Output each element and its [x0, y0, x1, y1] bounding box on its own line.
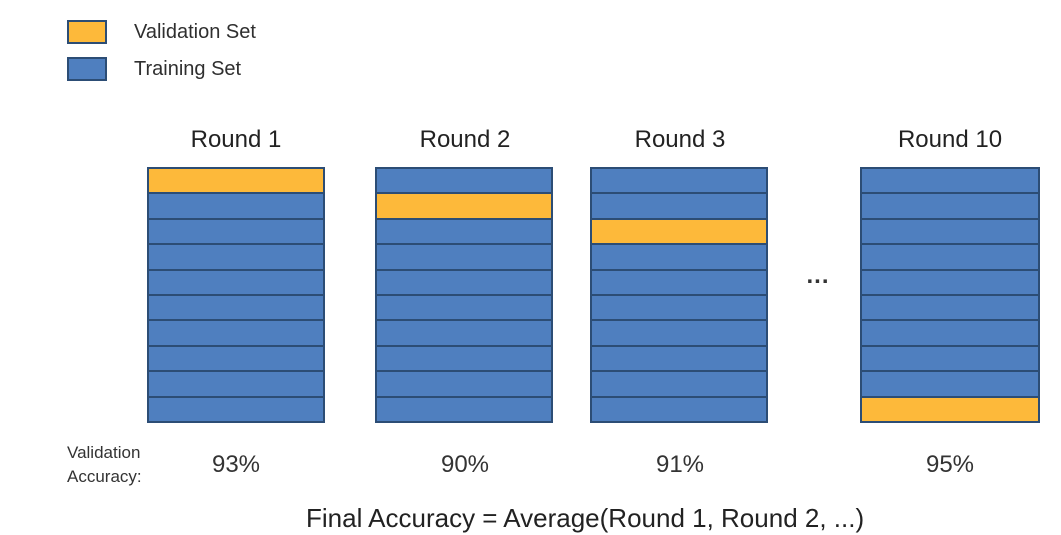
training-fold — [592, 296, 766, 320]
round-1-title: Round 1 — [190, 126, 282, 153]
training-fold — [862, 346, 1038, 371]
training-fold — [149, 219, 323, 244]
validation-swatch — [67, 20, 107, 44]
training-fold — [862, 194, 1038, 218]
training-fold — [377, 321, 551, 345]
legend-training: Training Set — [67, 57, 241, 81]
training-fold — [149, 194, 323, 218]
round-1-accuracy: 93% — [211, 451, 261, 478]
round-10-accuracy: 95% — [925, 451, 975, 478]
training-fold — [592, 346, 766, 371]
training-fold — [592, 169, 766, 193]
validation-fold — [377, 194, 551, 218]
training-fold — [862, 169, 1038, 193]
training-fold — [377, 219, 551, 244]
training-fold — [862, 321, 1038, 345]
legend-validation-label: Validation Set — [134, 20, 256, 43]
training-fold — [862, 219, 1038, 244]
validation-fold — [149, 169, 323, 193]
round-1-folds — [147, 167, 325, 423]
training-fold — [149, 397, 323, 422]
training-fold — [149, 372, 323, 396]
round-2-title: Round 2 — [419, 126, 511, 153]
training-fold — [862, 245, 1038, 269]
final-accuracy-formula: Final Accuracy = Average(Round 1, Round … — [306, 503, 865, 533]
training-fold — [592, 245, 766, 269]
round-2-folds — [375, 167, 553, 423]
validation-accuracy-label: Validation Accuracy: — [67, 441, 142, 489]
training-fold — [862, 372, 1038, 396]
accuracy-label-line2: Accuracy: — [67, 467, 142, 486]
round-3-accuracy: 91% — [655, 451, 705, 478]
validation-fold — [592, 219, 766, 244]
training-fold — [377, 296, 551, 320]
training-fold — [377, 270, 551, 295]
training-fold — [377, 346, 551, 371]
training-fold — [149, 270, 323, 295]
accuracy-label-line1: Validation — [67, 443, 141, 462]
training-fold — [377, 245, 551, 269]
training-fold — [149, 245, 323, 269]
training-fold — [592, 372, 766, 396]
training-fold — [592, 321, 766, 345]
validation-fold — [862, 397, 1038, 422]
training-fold — [862, 296, 1038, 320]
training-fold — [377, 169, 551, 193]
round-10-folds — [860, 167, 1040, 423]
training-fold — [862, 270, 1038, 295]
training-fold — [377, 397, 551, 422]
training-fold — [149, 321, 323, 345]
training-fold — [592, 194, 766, 218]
training-fold — [149, 296, 323, 320]
training-fold — [149, 346, 323, 371]
training-fold — [592, 270, 766, 295]
more-rounds-ellipsis: ... — [806, 262, 830, 289]
training-fold — [377, 372, 551, 396]
training-fold — [592, 397, 766, 422]
legend-validation: Validation Set — [67, 20, 256, 44]
round-10-title: Round 10 — [897, 126, 1003, 153]
legend-training-label: Training Set — [134, 57, 242, 80]
round-3-folds — [590, 167, 768, 423]
training-swatch — [67, 57, 107, 81]
round-3-title: Round 3 — [634, 126, 726, 153]
round-2-accuracy: 90% — [440, 451, 490, 478]
